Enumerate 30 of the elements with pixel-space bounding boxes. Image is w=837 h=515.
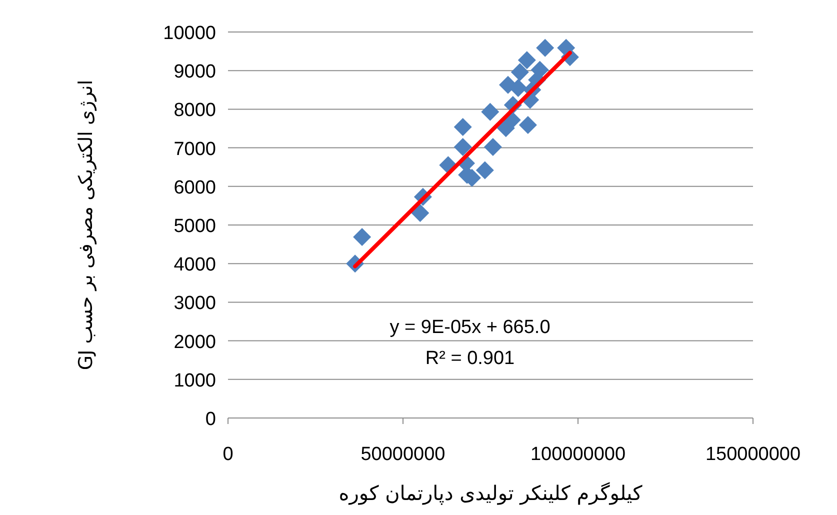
- y-tick-label: 9000: [174, 62, 216, 83]
- x-tick-label: 100000000: [530, 444, 626, 465]
- point: [510, 63, 529, 82]
- point: [518, 116, 537, 134]
- y-tick-label: 8000: [174, 100, 216, 122]
- x-tick-label: 0: [222, 444, 234, 465]
- point: [454, 118, 472, 136]
- annotation: y = 9E-05x + 665.0: [390, 317, 550, 338]
- y-tick-label: 7000: [174, 138, 216, 160]
- x-tick-label: 50000000: [360, 444, 446, 465]
- point: [518, 51, 536, 70]
- point: [353, 228, 372, 246]
- point: [454, 138, 472, 156]
- y-tick-label: 2000: [174, 332, 216, 353]
- point: [476, 161, 494, 180]
- point: [484, 138, 502, 156]
- point: [411, 204, 430, 222]
- y-tick-label: 3000: [174, 293, 216, 314]
- annotation: R² = 0.901: [425, 348, 515, 369]
- x-axis-title: کیلوگرم کلینکر تولیدی دپارتمان کوره: [338, 481, 643, 505]
- point: [481, 102, 500, 121]
- y-tick-label: 6000: [174, 177, 216, 198]
- x-tick-label: 150000000: [705, 444, 801, 465]
- point: [536, 38, 554, 57]
- y-axis-title: انرژی الکتریکی مصرفی بر حسب GJ: [75, 80, 97, 370]
- y-tick-label: 1000: [174, 370, 216, 392]
- y-tick-label: 4000: [174, 254, 216, 276]
- y-tick-label: 0: [205, 409, 216, 430]
- y-tick-label: 10000: [163, 23, 216, 44]
- y-tick-label: 5000: [174, 216, 216, 237]
